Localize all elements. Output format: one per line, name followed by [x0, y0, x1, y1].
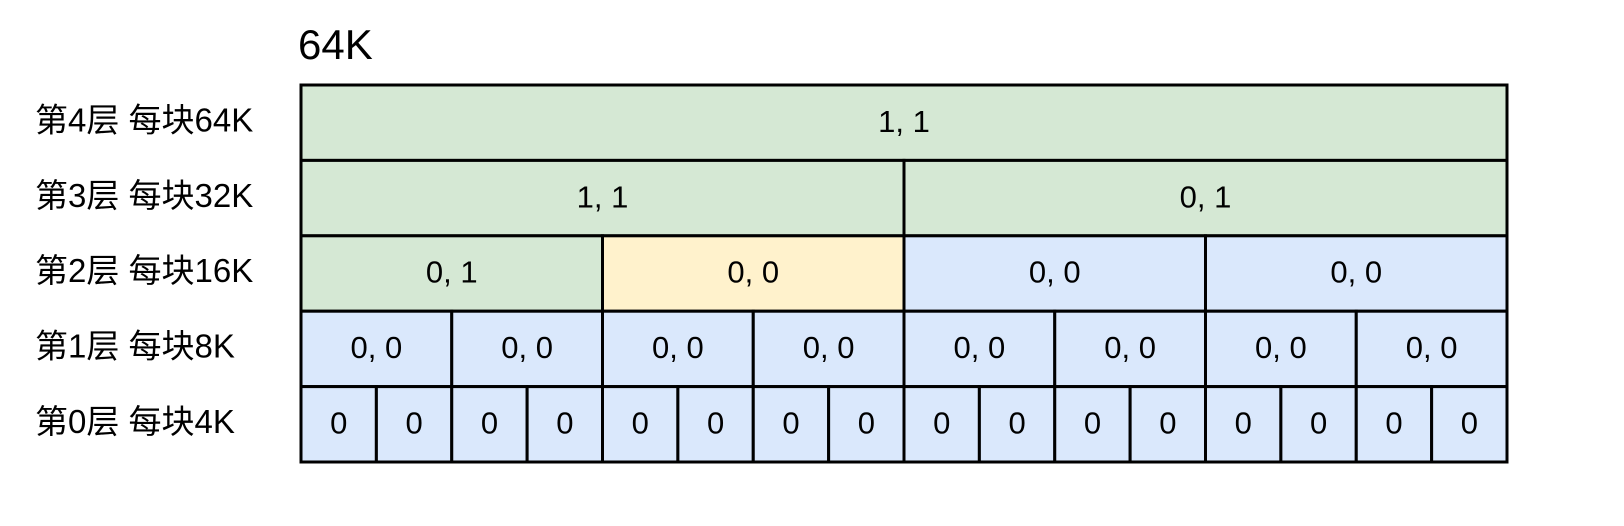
cell — [1204, 234, 1509, 313]
cell-text: 0 — [1235, 405, 1252, 440]
cell-text: 0 — [1159, 405, 1176, 440]
row-label: 第0层 每块4K — [35, 403, 235, 440]
row-label: 第4层 每块64K — [35, 101, 253, 138]
cell — [1053, 385, 1132, 464]
cell — [902, 309, 1057, 389]
cell-text: 0 — [330, 405, 347, 440]
cell — [450, 309, 604, 389]
cell-text: 0, 0 — [1029, 255, 1081, 290]
cell-text: 0 — [933, 405, 950, 440]
cell — [827, 385, 906, 464]
cell — [299, 158, 906, 238]
cell — [1430, 385, 1509, 464]
cell-text: 0, 1 — [426, 255, 478, 290]
cell-text: 0 — [405, 405, 422, 440]
row-label: 第1层 每块8K — [35, 328, 235, 365]
cell-text: 0, 0 — [1330, 255, 1382, 290]
cell — [299, 309, 454, 389]
cell-text: 0, 0 — [727, 255, 779, 290]
cell — [977, 385, 1057, 464]
cell-text: 0, 0 — [954, 330, 1006, 365]
cell-text: 0, 1 — [1180, 179, 1232, 214]
title: 64K — [298, 21, 373, 68]
cell-text: 1, 1 — [577, 179, 629, 214]
cell-text: 0 — [1084, 405, 1101, 440]
cell-text: 0 — [1461, 405, 1478, 440]
cell-text: 0, 0 — [652, 330, 704, 365]
row-label: 第2层 每块16K — [35, 252, 253, 289]
cell-text: 0, 0 — [1406, 330, 1458, 365]
cell-text: 0 — [481, 405, 498, 440]
cell — [374, 385, 454, 464]
cell — [601, 309, 755, 389]
cell — [450, 385, 529, 464]
cell-text: 0 — [858, 405, 875, 440]
cell-text: 0 — [782, 405, 799, 440]
cell — [1204, 309, 1358, 389]
cell — [299, 83, 1509, 162]
cell-text: 0, 0 — [351, 330, 403, 365]
cell — [751, 385, 831, 464]
cell-text: 0 — [556, 405, 573, 440]
cell-text: 0, 0 — [1104, 330, 1156, 365]
cell — [1053, 309, 1207, 389]
cell — [1354, 309, 1509, 389]
cell — [1279, 385, 1358, 464]
cell — [1354, 385, 1434, 464]
cell-text: 0, 0 — [803, 330, 855, 365]
cell-text: 0 — [1008, 405, 1025, 440]
cell-text: 0 — [1310, 405, 1327, 440]
cell-text: 0, 0 — [1255, 330, 1307, 365]
cell — [525, 385, 604, 464]
cell-text: 0 — [707, 405, 724, 440]
cell-text: 1, 1 — [878, 104, 930, 139]
cell — [902, 158, 1509, 238]
cell-text: 0 — [632, 405, 649, 440]
cell — [676, 385, 755, 464]
cell — [902, 385, 981, 464]
cell-text: 0, 0 — [501, 330, 553, 365]
row-label: 第3层 每块32K — [35, 177, 253, 214]
cell — [299, 385, 378, 464]
cell-text: 0 — [1385, 405, 1402, 440]
